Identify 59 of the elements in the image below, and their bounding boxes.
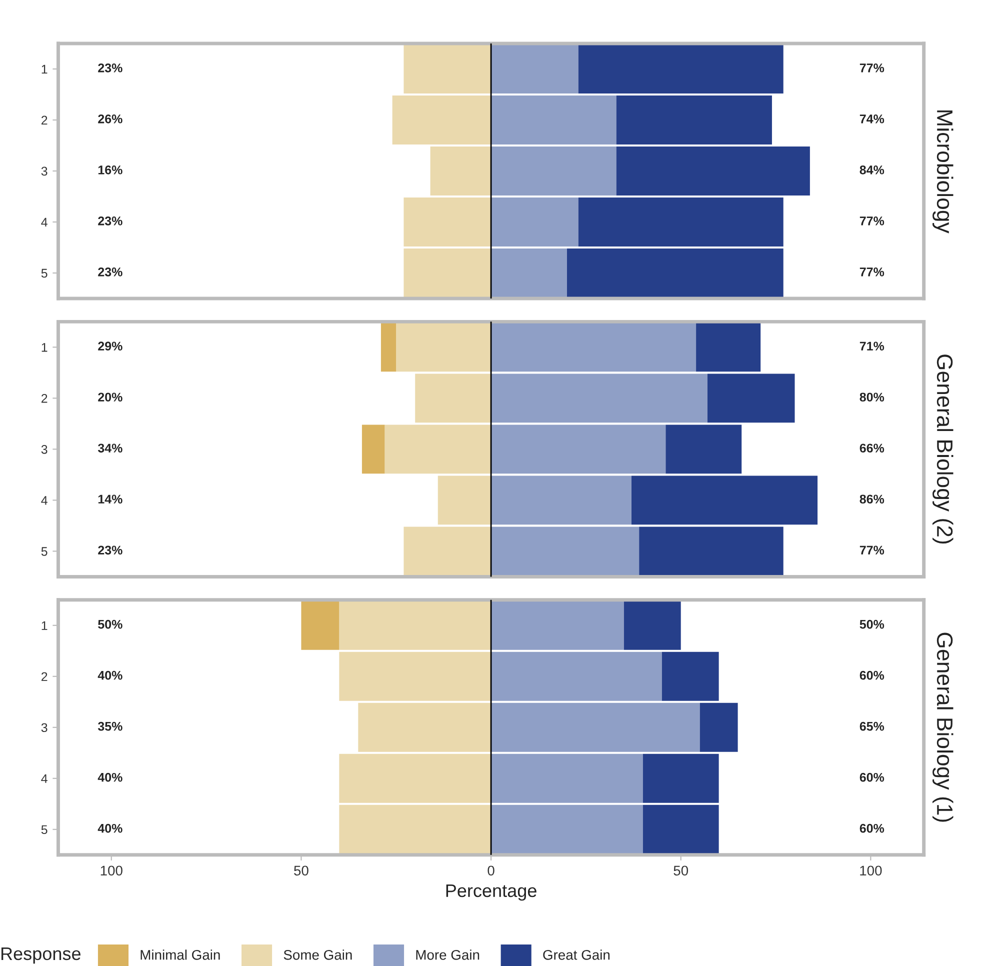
y-tick-label: 2 <box>41 116 48 125</box>
annotation: 84% <box>860 165 884 174</box>
legend-label: Some Gain <box>284 950 352 960</box>
annotation: 80% <box>860 392 884 402</box>
x-axis-title: Percentage <box>446 884 536 901</box>
annotation: 77% <box>860 64 884 72</box>
annotation: 66% <box>860 444 884 453</box>
y-tick-label: 1 <box>42 343 48 352</box>
annotation: 65% <box>860 722 884 731</box>
y-tick-label: 5 <box>41 268 48 278</box>
y-tick-label: 4 <box>41 774 48 783</box>
text: General Biology (1) <box>932 632 954 822</box>
y-tick-label: 5 <box>41 825 48 834</box>
y-tick-label: 4 <box>41 496 48 505</box>
y-tick-label: 5 <box>41 547 48 556</box>
y-tick-label: 3 <box>41 166 48 176</box>
annotation: 86% <box>860 494 884 504</box>
x-tick-label: 100 <box>100 866 122 876</box>
annotation: 26% <box>98 114 122 124</box>
x-tick-label: 100 <box>860 866 882 876</box>
legend-label: Great Gain <box>543 950 610 960</box>
annotation: 40% <box>98 772 122 782</box>
annotation: 40% <box>98 824 122 833</box>
annotation: 77% <box>860 268 884 276</box>
annotation: 77% <box>860 546 884 555</box>
annotation: 60% <box>860 670 884 680</box>
y-tick-label: 2 <box>41 672 48 681</box>
annotation: 23% <box>98 546 122 555</box>
y-tick-label: 4 <box>41 218 48 227</box>
text: Microbiology <box>932 110 954 234</box>
annotation: 71% <box>860 342 884 351</box>
y-tick-label: 1 <box>42 64 48 74</box>
legend-title: Response <box>1 948 80 964</box>
annotation: 23% <box>98 216 122 226</box>
y-tick-label: 2 <box>41 394 48 403</box>
annotation: 16% <box>98 165 122 174</box>
y-tick-label: 3 <box>41 723 48 732</box>
annotation: 60% <box>860 772 884 782</box>
annotation: 77% <box>860 216 884 226</box>
annotation: 20% <box>98 392 122 402</box>
annotation: 14% <box>98 494 122 504</box>
annotation: 23% <box>98 267 122 276</box>
annotation: 34% <box>98 444 122 453</box>
annotation: 29% <box>98 342 122 351</box>
annotation: 50% <box>860 620 884 629</box>
x-tick-label: 50 <box>294 866 308 876</box>
legend-label: More Gain <box>416 950 480 960</box>
annotation: 40% <box>98 670 122 680</box>
annotation: 23% <box>98 63 122 72</box>
text: General Biology (2) <box>932 354 954 544</box>
y-tick-label: 3 <box>41 444 48 454</box>
legend-label: Minimal Gain <box>140 950 220 960</box>
y-tick-label: 1 <box>42 621 48 630</box>
annotation: 74% <box>860 114 884 124</box>
annotation: 60% <box>860 824 884 833</box>
x-tick-label: 50 <box>674 866 688 876</box>
x-tick-label: 0 <box>488 866 494 876</box>
annotation: 35% <box>98 722 122 731</box>
annotation: 50% <box>98 620 122 629</box>
